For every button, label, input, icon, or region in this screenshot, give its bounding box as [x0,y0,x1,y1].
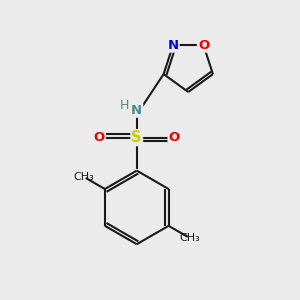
Text: O: O [169,131,180,144]
Text: S: S [131,130,142,145]
Text: CH₃: CH₃ [180,233,200,243]
Text: N: N [131,104,142,117]
Text: CH₃: CH₃ [73,172,94,182]
Text: O: O [94,131,105,144]
Text: O: O [198,39,209,52]
Text: N: N [167,39,178,52]
Text: H: H [120,99,129,112]
